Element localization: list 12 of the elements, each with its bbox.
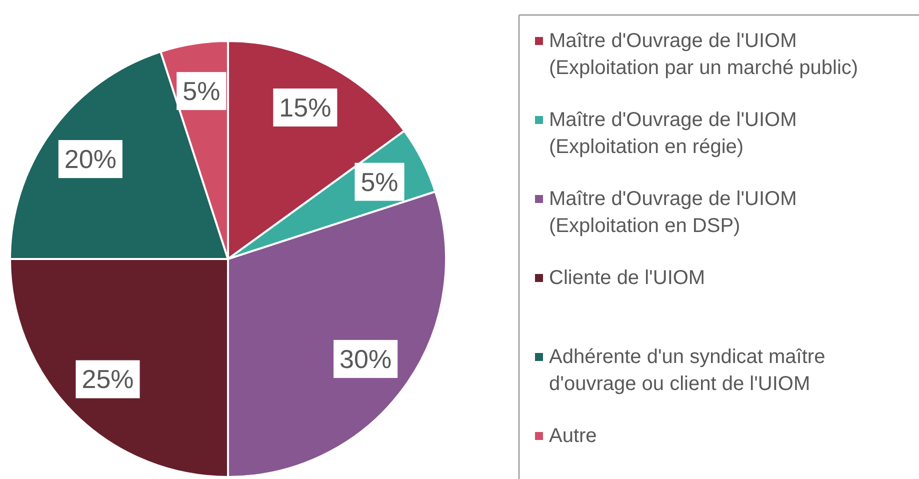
legend-label: Autre xyxy=(549,425,597,447)
data-label: 15% xyxy=(279,92,332,122)
legend-label: Maître d'Ouvrage de l'UIOM (Exploitation en DSP) xyxy=(549,188,797,237)
legend-label: Maître d'Ouvrage de l'UIOM (Exploitation en régie) xyxy=(549,109,797,158)
data-label: 20% xyxy=(64,144,116,174)
legend-label: Adhérente d'un syndicat maître d'ouvrage ou client de l'UIOM xyxy=(549,346,826,395)
legend-label: Cliente de l'UIOM xyxy=(549,267,706,289)
data-label: 30% xyxy=(340,344,392,374)
data-label: 5% xyxy=(182,76,220,106)
data-label: 5% xyxy=(360,166,398,197)
legend-label: Maître d'Ouvrage de l'UIOM (Exploitation par un marché public) xyxy=(549,30,858,79)
data-label: 25% xyxy=(82,364,134,394)
